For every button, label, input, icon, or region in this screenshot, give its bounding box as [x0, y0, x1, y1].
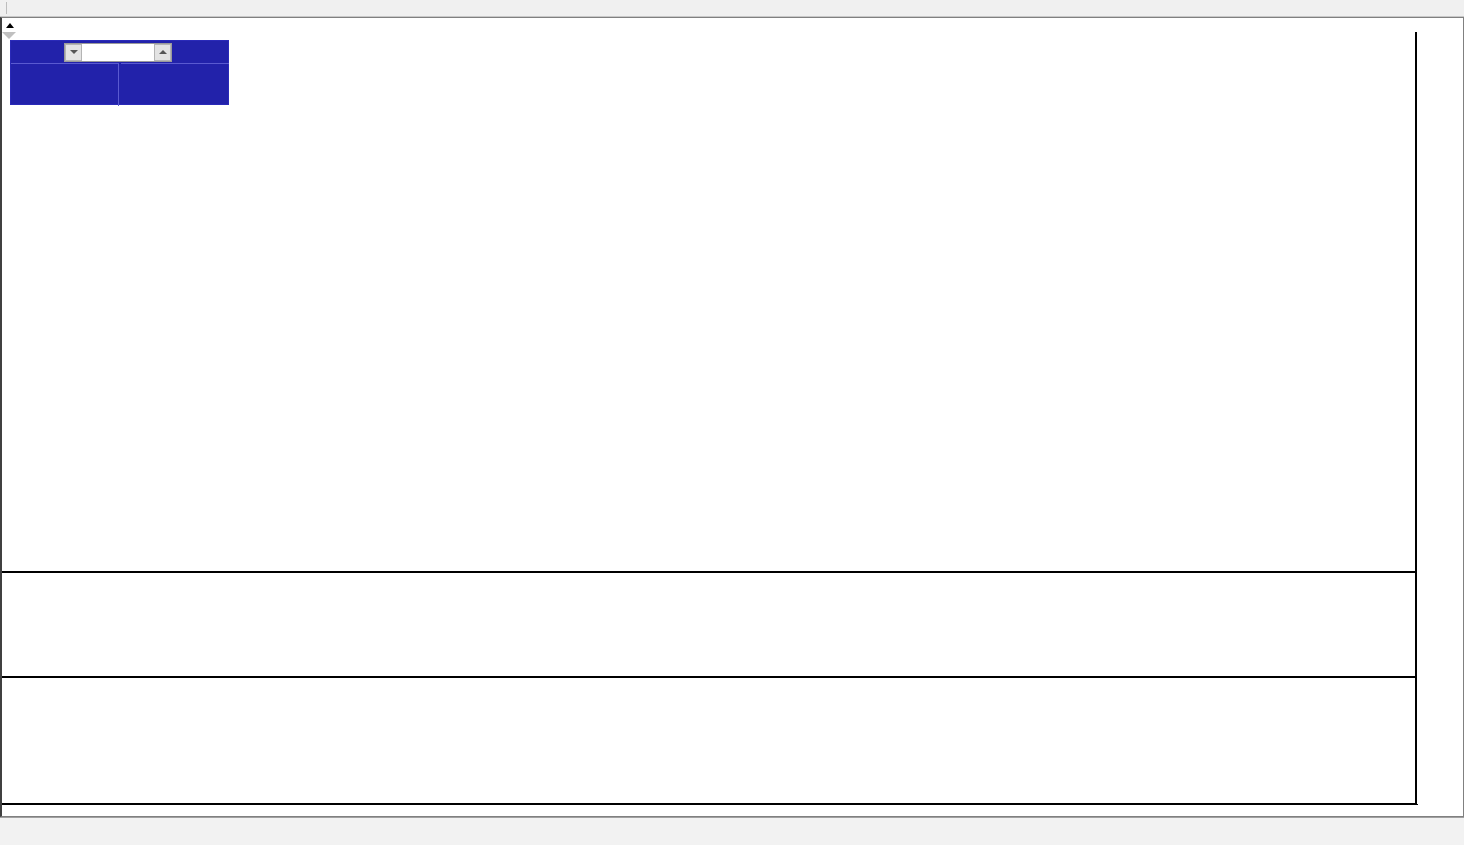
- buy-button[interactable]: [173, 41, 225, 63]
- sell-price-quote[interactable]: [11, 63, 119, 106]
- buy-price-quote[interactable]: [121, 63, 229, 106]
- timeframe-toolbar: [0, 0, 1464, 17]
- price-axis[interactable]: [1415, 32, 1463, 804]
- volume-decrement-button[interactable]: [65, 43, 82, 61]
- volume-input[interactable]: [82, 43, 154, 61]
- chart-title-bar: [2, 18, 24, 32]
- chart-top-marker-icon[interactable]: [2, 32, 16, 39]
- toolbar-divider: [6, 2, 7, 14]
- rsi-pane[interactable]: [2, 677, 1418, 804]
- trade-panel-header: [11, 41, 230, 63]
- sell-button[interactable]: [11, 41, 63, 63]
- macd-plot: [2, 573, 1418, 677]
- price-pane[interactable]: [2, 32, 1418, 572]
- date-axis[interactable]: [2, 804, 1418, 816]
- one-click-trading-panel[interactable]: [10, 40, 230, 106]
- price-plot: [2, 32, 1418, 572]
- macd-pane[interactable]: [2, 572, 1418, 677]
- chevron-down-icon: [69, 50, 78, 54]
- volume-stepper[interactable]: [64, 42, 172, 62]
- chart-tab-bar[interactable]: [0, 817, 1464, 845]
- chevron-up-icon: [158, 50, 167, 54]
- rsi-plot: [2, 678, 1418, 804]
- chart-collapse-icon[interactable]: [6, 22, 14, 28]
- volume-increment-button[interactable]: [154, 43, 171, 61]
- chart-canvas-window[interactable]: [0, 17, 1464, 817]
